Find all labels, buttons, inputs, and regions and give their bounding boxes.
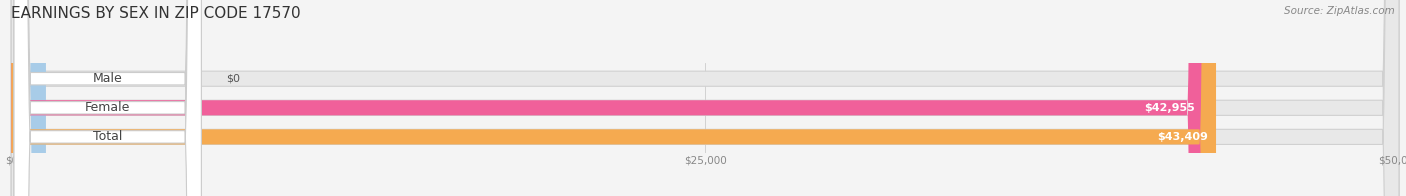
Text: Source: ZipAtlas.com: Source: ZipAtlas.com bbox=[1284, 6, 1395, 16]
FancyBboxPatch shape bbox=[14, 0, 201, 196]
Text: $43,409: $43,409 bbox=[1157, 132, 1208, 142]
Text: Female: Female bbox=[84, 101, 131, 114]
FancyBboxPatch shape bbox=[14, 0, 201, 196]
FancyBboxPatch shape bbox=[11, 0, 46, 196]
FancyBboxPatch shape bbox=[11, 0, 1216, 196]
Text: EARNINGS BY SEX IN ZIP CODE 17570: EARNINGS BY SEX IN ZIP CODE 17570 bbox=[11, 6, 301, 21]
FancyBboxPatch shape bbox=[11, 0, 1399, 196]
Text: $0: $0 bbox=[226, 74, 240, 84]
Text: Total: Total bbox=[93, 130, 122, 143]
Text: Male: Male bbox=[93, 72, 122, 85]
FancyBboxPatch shape bbox=[11, 0, 1399, 196]
FancyBboxPatch shape bbox=[11, 0, 1204, 196]
Text: $42,955: $42,955 bbox=[1144, 103, 1195, 113]
FancyBboxPatch shape bbox=[11, 0, 1399, 196]
FancyBboxPatch shape bbox=[14, 0, 201, 196]
